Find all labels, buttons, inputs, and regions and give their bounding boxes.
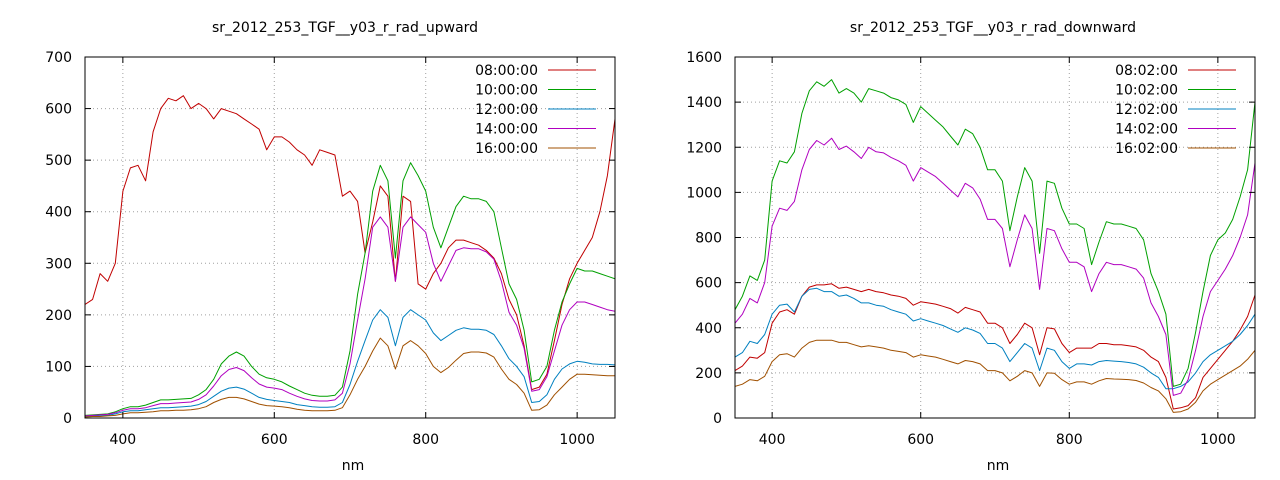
- series-line-120200: [735, 287, 1255, 390]
- x-tick-label: 400: [109, 432, 136, 448]
- legend-label: 08:00:00: [475, 63, 538, 79]
- y-tick-label: 1600: [686, 50, 722, 66]
- y-tick-label: 600: [695, 276, 722, 292]
- x-tick-label: 400: [759, 432, 786, 448]
- series-line-080200: [735, 283, 1255, 410]
- x-tick-label: 1000: [559, 432, 595, 448]
- x-tick-label: 600: [261, 432, 288, 448]
- y-tick-label: 1400: [686, 95, 722, 111]
- y-tick-label: 100: [45, 359, 72, 375]
- x-axis-label: nm: [342, 458, 365, 474]
- y-tick-label: 600: [45, 102, 72, 118]
- y-tick-label: 800: [695, 231, 722, 247]
- legend-label: 10:02:00: [1115, 83, 1178, 99]
- chart-title: sr_2012_253_TGF__y03_r_rad_upward: [212, 20, 478, 36]
- y-tick-label: 200: [45, 308, 72, 324]
- y-tick-label: 400: [45, 205, 72, 221]
- y-tick-label: 0: [713, 411, 722, 427]
- y-tick-label: 300: [45, 256, 72, 272]
- y-tick-label: 400: [695, 321, 722, 337]
- legend-label: 08:02:00: [1115, 63, 1178, 79]
- series-line-160200: [735, 339, 1255, 413]
- y-tick-label: 200: [695, 366, 722, 382]
- y-tick-label: 700: [45, 50, 72, 66]
- series-line-080000: [85, 95, 615, 391]
- x-tick-label: 800: [1056, 432, 1083, 448]
- legend-label: 16:00:00: [475, 141, 538, 157]
- legend-label: 12:00:00: [475, 102, 538, 118]
- series-group: [735, 79, 1255, 413]
- legend-label: 10:00:00: [475, 83, 538, 99]
- y-tick-label: 0: [63, 411, 72, 427]
- series-line-100000: [85, 162, 615, 416]
- series-line-140200: [735, 137, 1255, 396]
- series-line-100200: [735, 79, 1255, 387]
- x-tick-label: 1000: [1200, 432, 1236, 448]
- series-line-140000: [85, 216, 615, 417]
- chart-title: sr_2012_253_TGF__y03_r_rad_downward: [850, 20, 1136, 36]
- series-line-120000: [85, 309, 615, 417]
- y-tick-label: 1200: [686, 140, 722, 156]
- series-group: [85, 95, 615, 418]
- legend-label: 14:00:00: [475, 122, 538, 138]
- x-tick-label: 800: [412, 432, 439, 448]
- y-tick-label: 1000: [686, 185, 722, 201]
- legend-label: 16:02:00: [1115, 141, 1178, 157]
- legend-label: 14:02:00: [1115, 122, 1178, 138]
- legend-label: 12:02:00: [1115, 102, 1178, 118]
- x-axis-label: nm: [987, 458, 1010, 474]
- y-tick-label: 500: [45, 153, 72, 169]
- x-tick-label: 600: [907, 432, 934, 448]
- chart-panel-1: sr_2012_253_TGF__y03_r_rad_upward 400 600 8…: [45, 20, 616, 474]
- plot-frame: [84, 56, 616, 419]
- series-line-160000: [85, 337, 615, 418]
- chart-panel-2: sr_2012_253_TGF__y03_r_rad_downward 400 60…: [686, 20, 1256, 474]
